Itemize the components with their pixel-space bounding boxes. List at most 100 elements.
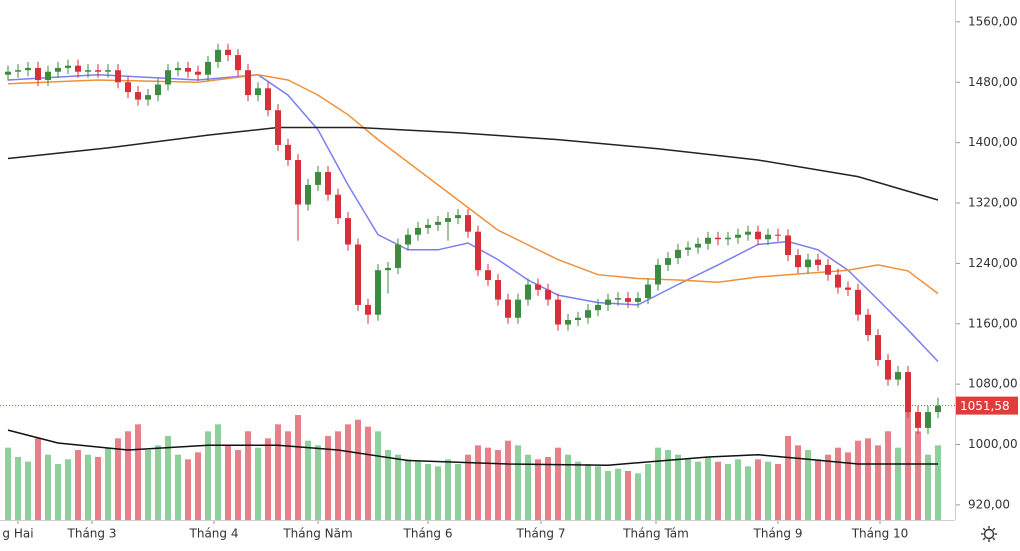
candle-body — [545, 289, 551, 300]
candle-body — [735, 234, 741, 238]
candle-body — [235, 55, 241, 71]
volume-bar — [935, 445, 941, 520]
candle-body — [265, 88, 271, 111]
volume-bar — [55, 464, 61, 520]
volume-bar — [655, 447, 661, 520]
candle-body — [895, 372, 901, 380]
volume-bar — [685, 459, 691, 520]
candle-body — [625, 298, 631, 302]
volume-bar — [235, 450, 241, 520]
candle-body — [255, 88, 261, 96]
y-tick-label: 1400,00 — [968, 135, 1018, 149]
candle-body — [165, 70, 171, 85]
volume-bar — [325, 436, 331, 520]
candle-body — [795, 255, 801, 268]
candle-body — [225, 49, 231, 56]
ma-line — [7, 126, 939, 201]
volume-bar — [755, 459, 761, 520]
volume-bar — [215, 424, 221, 520]
y-tick-label: 1160,00 — [968, 316, 1018, 330]
volume-bar — [245, 431, 251, 520]
volume-bar — [105, 447, 111, 520]
volume-bar — [835, 447, 841, 520]
candle-body — [375, 270, 381, 315]
candle-body — [335, 194, 341, 219]
candle-body — [175, 67, 181, 71]
candle-body — [815, 259, 821, 265]
volume-bar — [85, 454, 91, 520]
volume-bar — [435, 466, 441, 520]
volume-bar — [125, 431, 131, 520]
volume-bar — [25, 461, 31, 520]
volume-bar — [885, 431, 891, 520]
volume-bar — [535, 459, 541, 520]
y-tick-label: 1320,00 — [968, 196, 1018, 210]
volume-bar — [345, 424, 351, 520]
candle-body — [295, 160, 301, 205]
volume-bar — [735, 459, 741, 520]
candle-body — [85, 70, 91, 72]
candle-body — [15, 70, 21, 72]
volume-bar — [155, 445, 161, 520]
x-tick-label: Tháng Tám — [622, 527, 689, 541]
volume-bar — [45, 454, 51, 520]
candle-body — [615, 298, 621, 300]
volume-bar — [505, 440, 511, 520]
volume-bar — [315, 445, 321, 520]
x-tick-label: Tháng 7 — [516, 527, 566, 541]
y-tick-label: 1560,00 — [968, 14, 1018, 28]
volume-bar — [425, 464, 431, 520]
volume-bar — [825, 454, 831, 520]
x-tick-label: Tháng 3 — [67, 527, 117, 541]
candle-body — [55, 67, 61, 72]
volume-bar — [265, 438, 271, 520]
candle-body — [405, 234, 411, 245]
volume-bar — [845, 452, 851, 520]
candle-body — [495, 280, 501, 300]
settings-icon[interactable] — [981, 526, 997, 542]
candle-body — [195, 71, 201, 75]
candle-body — [45, 71, 51, 80]
volume-bar — [495, 450, 501, 520]
candle-body — [285, 144, 291, 160]
candle-body — [485, 270, 491, 280]
volume-bar — [225, 445, 231, 520]
candle-body — [935, 405, 941, 413]
volume-bar — [695, 461, 701, 520]
volume-bar — [705, 457, 711, 520]
volume-bar — [465, 454, 471, 520]
candle-body — [845, 287, 851, 290]
y-tick-label: 1240,00 — [968, 256, 1018, 270]
volume-bar — [515, 445, 521, 520]
candle-body — [515, 299, 521, 318]
candle-body — [675, 249, 681, 259]
candle-body — [875, 335, 881, 360]
candle-body — [455, 215, 461, 219]
volume-bar — [555, 447, 561, 520]
volume-bar — [445, 459, 451, 520]
volume-bar — [455, 464, 461, 520]
candle-body — [315, 172, 321, 185]
volume-bar — [115, 438, 121, 520]
x-tick-label: g Hai — [2, 527, 33, 541]
volume-bar — [645, 464, 651, 520]
candle-body — [135, 92, 141, 100]
candle-body — [655, 264, 661, 285]
y-tick-label: 920,00 — [968, 497, 1010, 511]
candle-body — [885, 360, 891, 380]
candle-body — [385, 267, 391, 271]
candle-body — [825, 264, 831, 275]
x-tick-label: Tháng 9 — [753, 527, 803, 541]
candle-body — [755, 231, 761, 240]
volume-bar — [925, 454, 931, 520]
candle-body — [185, 67, 191, 72]
candle-body — [575, 317, 581, 320]
candle-body — [865, 314, 871, 336]
volume-bar — [165, 436, 171, 520]
candle-body — [245, 70, 251, 96]
candle-body — [765, 234, 771, 240]
volume-bar — [855, 440, 861, 520]
volume-bar — [725, 464, 731, 520]
candle-body — [725, 237, 731, 240]
